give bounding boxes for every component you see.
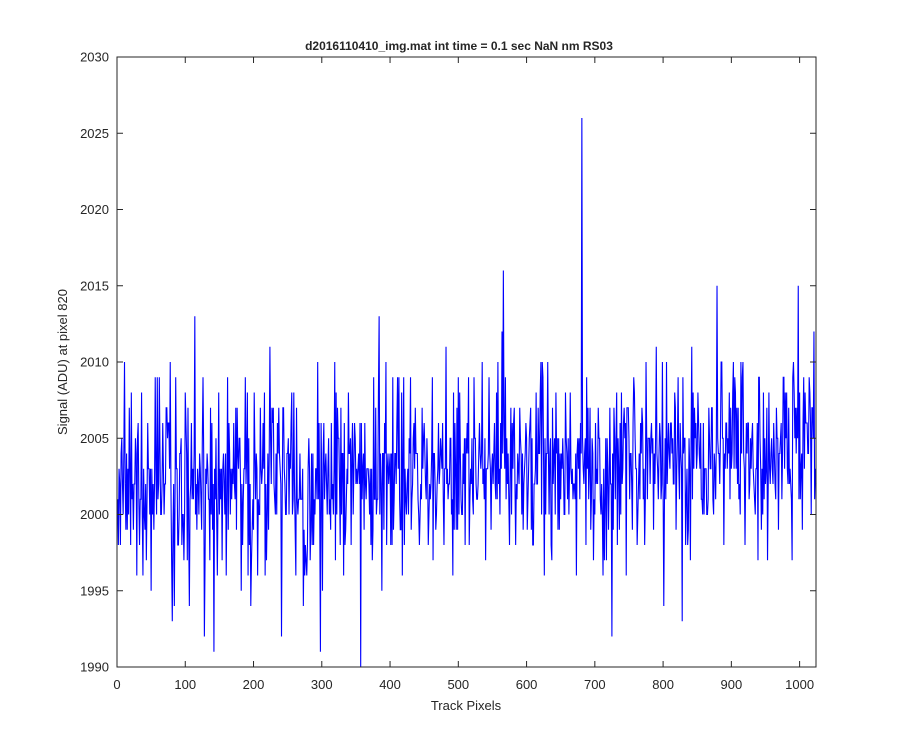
y-tick-label: 2010: [80, 355, 109, 370]
y-tick-label: 2020: [80, 202, 109, 217]
y-tick-label: 2000: [80, 507, 109, 522]
x-axis: 0 100 200 300 400 500 600 700 800 900 1000: [113, 57, 814, 692]
y-tick-label: 2015: [80, 278, 109, 293]
x-tick-label: 0: [113, 677, 120, 692]
x-tick-label: 100: [174, 677, 196, 692]
y-tick-label: 1995: [80, 583, 109, 598]
y-axis-label: Signal (ADU) at pixel 820: [55, 289, 70, 435]
y-tick-label: 2030: [80, 50, 109, 65]
y-tick-label: 2005: [80, 431, 109, 446]
y-tick-label: 1990: [80, 660, 109, 675]
x-tick-label: 500: [447, 677, 469, 692]
x-tick-label: 1000: [785, 677, 814, 692]
x-axis-label: Track Pixels: [431, 698, 502, 713]
x-tick-label: 800: [652, 677, 674, 692]
x-tick-label: 400: [379, 677, 401, 692]
x-tick-label: 600: [516, 677, 538, 692]
plot-area: [117, 57, 816, 667]
x-tick-label: 300: [311, 677, 333, 692]
y-tick-label: 2025: [80, 126, 109, 141]
series-group: [117, 117, 817, 668]
x-tick-label: 900: [721, 677, 743, 692]
x-tick-label: 700: [584, 677, 606, 692]
signal-series-line: [117, 117, 817, 668]
chart-title: d2016110410_img.mat int time = 0.1 sec N…: [305, 39, 613, 53]
x-tick-label: 200: [243, 677, 265, 692]
y-axis: 1990 1995 2000 2005 2010 2015 2020 2025 2030: [80, 50, 816, 675]
